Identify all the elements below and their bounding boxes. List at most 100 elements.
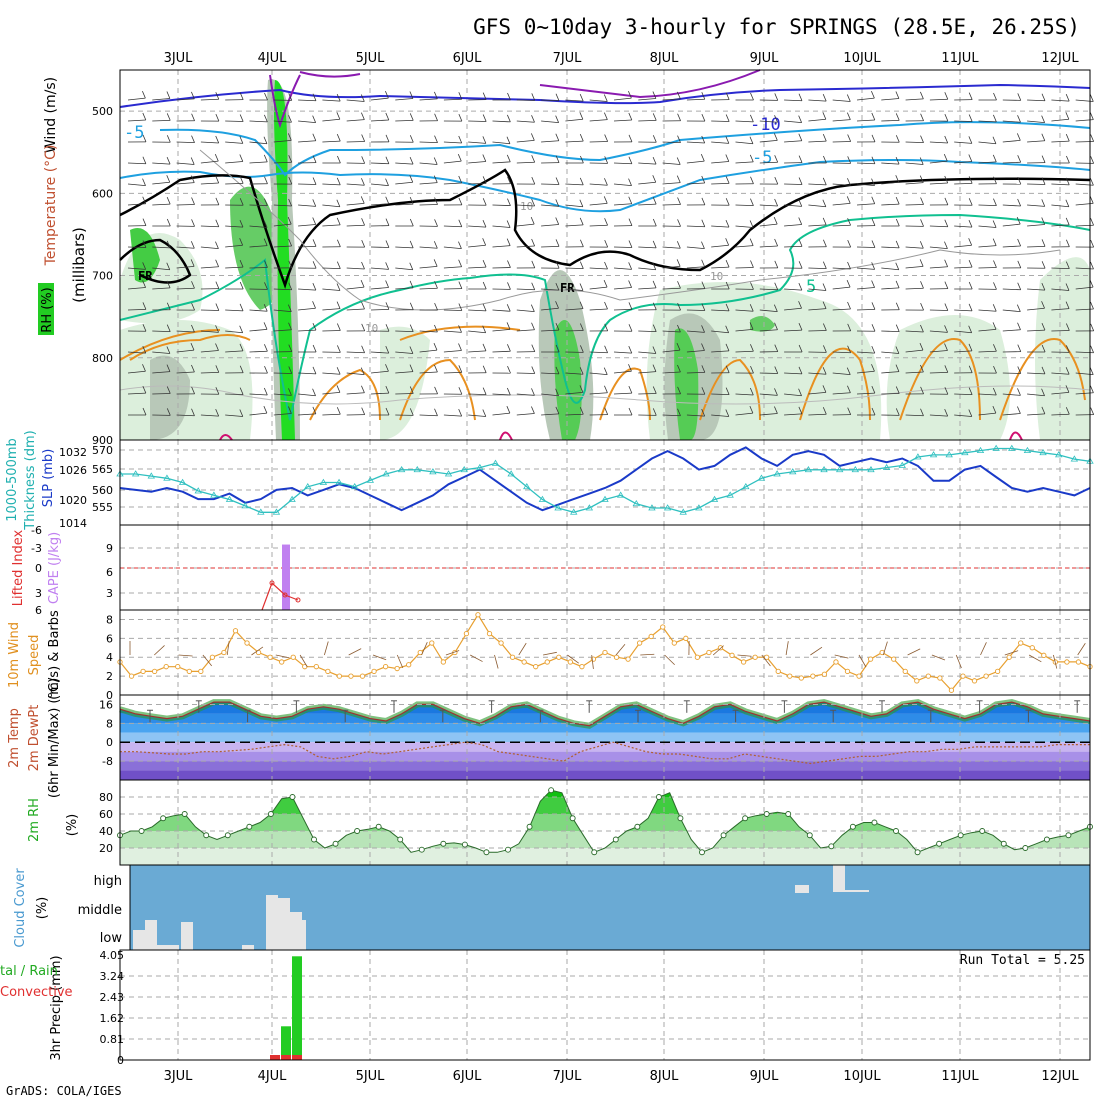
temperature-contour	[599, 338, 1086, 421]
wind-barb-flag	[749, 220, 754, 228]
wind-barb-flag	[409, 364, 414, 372]
surface-wind-barb	[1053, 654, 1058, 669]
thickness-marker	[820, 465, 828, 473]
wind-barb-flag	[871, 385, 876, 394]
wind-barb-flag	[166, 346, 171, 354]
surface-wind-barb	[396, 654, 404, 669]
wind-barb-shaft	[808, 391, 826, 395]
thickness-marker	[272, 508, 281, 515]
temperature-contour	[119, 213, 1091, 421]
wind-barb-shaft	[298, 224, 316, 227]
wind-barb-shaft	[127, 267, 146, 270]
wind-speed-marker	[290, 654, 296, 660]
wind-barb-flag	[434, 135, 438, 143]
wind-barb-flag	[895, 280, 900, 289]
wind-barb-flag	[579, 283, 584, 291]
date-label-top: 4JUL	[258, 51, 288, 66]
wind-barb-flag	[604, 407, 609, 415]
wind-barb-flag	[361, 323, 366, 332]
rh-marker	[375, 823, 382, 830]
ylabel-total-rain: tal / Rain	[0, 964, 58, 979]
pressure-tick-label: 900	[92, 434, 113, 447]
wind-barb-flag	[944, 241, 948, 249]
wind-barb-shaft	[322, 308, 341, 311]
wind-barb-flag	[458, 281, 463, 289]
wind-barb-flag	[579, 323, 584, 331]
surface-wind-barb	[178, 654, 193, 657]
wind-barb-shaft	[686, 98, 705, 101]
wind-barb-shaft	[127, 162, 146, 165]
wind-barb-flag	[530, 133, 535, 141]
wind-barb-flag	[677, 135, 681, 143]
wind-barb-shaft	[370, 287, 389, 290]
wind-barb-flag	[166, 113, 171, 121]
wind-barb-shaft	[929, 371, 948, 374]
wind-barb-shaft	[832, 372, 851, 376]
wind-barb-flag	[166, 408, 171, 416]
wind-barb-flag	[336, 177, 341, 186]
wind-barb-flag	[1017, 406, 1021, 414]
rh-marker	[203, 832, 210, 839]
wind-barb-flag	[166, 280, 171, 289]
wind-barb-shaft	[516, 120, 535, 123]
wind-barb-shaft	[613, 203, 632, 206]
wind-barb-shaft	[856, 308, 875, 311]
wind-barb-flag	[677, 219, 681, 227]
wind-barb-shaft	[905, 141, 924, 144]
wind-barb-flag	[336, 385, 341, 393]
wind-barb-flag	[434, 408, 438, 416]
wind-barb-flag	[701, 219, 706, 227]
wind-barb-flag	[628, 407, 633, 416]
wind-barb-flag	[433, 259, 438, 267]
wind-barb-flag	[725, 176, 730, 184]
rh-tick: 20	[99, 842, 113, 855]
cape-bar	[282, 544, 290, 610]
ylabel-wind: Wind (m/s)	[43, 77, 59, 153]
wind-barb-flag	[871, 262, 876, 270]
wind-barb-flag	[458, 113, 463, 122]
wind-speed-marker	[810, 673, 816, 679]
wind-barb-flag	[336, 93, 341, 102]
wind-barb-flag	[1090, 407, 1095, 415]
wind-barb-shaft	[1027, 120, 1045, 124]
wind-barb-flag	[531, 388, 535, 396]
thickness-marker	[241, 502, 249, 509]
wind-barb-flag	[749, 238, 754, 246]
wind-speed-marker	[163, 664, 169, 670]
wind-barb-flag	[288, 238, 292, 247]
wind-barb-shaft	[662, 287, 681, 290]
wind-barb-shaft	[954, 244, 972, 248]
wind-barb-flag	[725, 259, 730, 268]
wind-barb-flag	[604, 261, 608, 270]
wind-speed-marker	[371, 668, 377, 675]
wind-barb-flag	[142, 364, 146, 372]
wind-barb-shaft	[176, 204, 195, 206]
wind-barb-shaft	[978, 161, 997, 164]
wind-barb-shaft	[856, 287, 875, 290]
date-label-top: 3JUL	[164, 51, 194, 66]
wind-barb-flag	[579, 112, 584, 120]
wind-barb-shaft	[492, 309, 511, 312]
rh-marker	[720, 832, 727, 839]
wind-barb-flag	[798, 93, 803, 101]
wind-barb-flag	[458, 241, 462, 249]
wind-barb-flag	[895, 240, 900, 249]
wind-barb-flag	[482, 238, 487, 246]
wind-barb-flag	[822, 112, 827, 120]
wind-barb-shaft	[954, 350, 973, 353]
wind-barb-flag	[580, 155, 584, 164]
wind-barb-shaft	[589, 372, 608, 376]
wind-barb-flag	[628, 280, 632, 288]
wind-barb-shaft	[759, 204, 778, 207]
ylabel-temp2m: 2m Temp	[7, 708, 22, 768]
wind-barb-shaft	[419, 204, 438, 206]
wind-speed-marker	[221, 649, 227, 656]
wind-barb-flag	[871, 178, 875, 186]
rh-marker	[311, 836, 317, 843]
wind-barb-flag	[847, 156, 852, 164]
wind-barb-shaft	[686, 141, 705, 144]
wind-barb-shaft	[370, 246, 389, 248]
wind-barb-shaft	[929, 330, 948, 333]
